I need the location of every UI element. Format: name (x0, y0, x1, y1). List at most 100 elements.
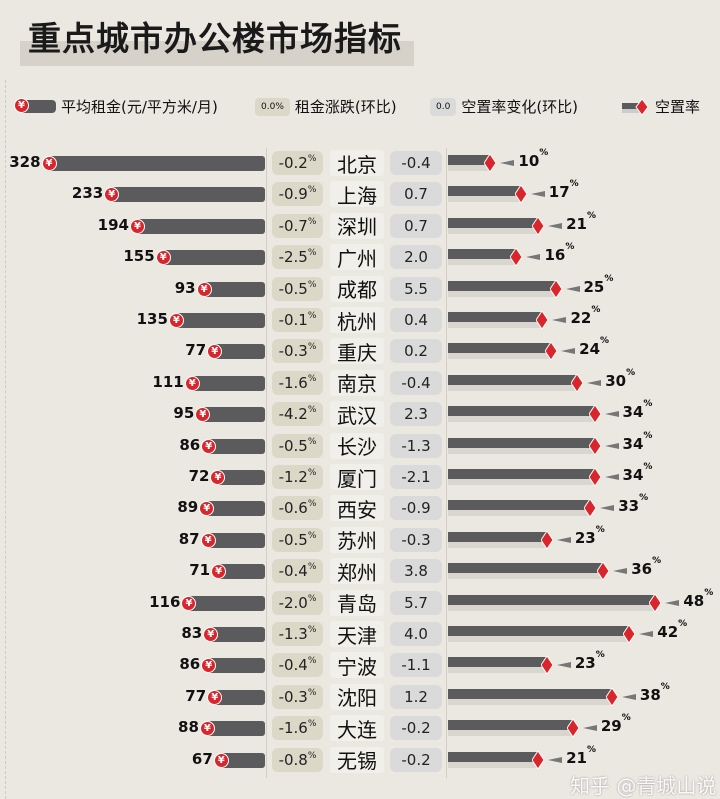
vacancy-change-value: 5.7 (390, 590, 442, 615)
rent-change-value: -0.5 (278, 279, 308, 298)
yen-icon: ¥ (201, 658, 217, 674)
table-row: 71 ¥ -0.4% 郑州 3.8 36% (0, 556, 720, 585)
city-label: 宁波 (330, 652, 384, 679)
city-label: 天津 (330, 621, 384, 648)
percent-sign: % (600, 336, 610, 347)
city-label: 沈阳 (330, 683, 384, 710)
vacancy-bar (448, 594, 656, 605)
vacancy-number: 23 (574, 528, 596, 547)
rent-bar: ¥ (195, 407, 265, 423)
table-row: 328 ¥ -0.2% 北京 -0.4 10% (0, 148, 720, 177)
percent-sign: % (307, 154, 317, 164)
rent-value: 72 (188, 467, 210, 485)
percent-sign: % (678, 619, 688, 629)
rent-value: 67 (191, 749, 213, 768)
city-label: 西安 (330, 495, 384, 522)
yen-icon: ¥ (199, 501, 215, 517)
vacancy-value: 34% (623, 399, 653, 421)
vacancy-value: 34% (623, 431, 653, 453)
pointer-icon (500, 160, 515, 166)
rent-bar: ¥ (211, 564, 265, 580)
rent-change-pill: -0.4% (272, 559, 323, 584)
yen-icon: ¥ (203, 627, 219, 642)
percent-sign: % (587, 210, 597, 221)
vacancy-diamond-icon (588, 468, 601, 486)
rent-value: 71 (189, 561, 211, 580)
vacancy-value: 42% (657, 619, 687, 641)
percent-sign: % (704, 587, 714, 598)
rent-value: 89 (177, 498, 199, 517)
vacancy-bar-shadow (448, 447, 595, 454)
rent-value: 95 (173, 404, 195, 423)
percent-sign: % (569, 179, 579, 190)
vacancy-number: 22 (570, 309, 592, 327)
vacancy-bar-shadow (448, 698, 612, 705)
vacancy-diamond-icon (532, 750, 545, 769)
pointer-icon (556, 662, 571, 669)
rent-change-pill: -0.8% (272, 747, 323, 772)
vacancy-change-value: -0.2 (390, 747, 442, 772)
yen-icon: ¥ (168, 313, 184, 328)
vacancy-number: 21 (566, 214, 587, 233)
rent-change-pill: -0.5% (272, 433, 323, 458)
pointer-icon (587, 379, 602, 386)
percent-sign: % (591, 305, 601, 315)
pointer-icon (526, 254, 541, 261)
vacancy-bar-shadow (448, 636, 630, 642)
table-row: 77 ¥ -0.3% 沈阳 1.2 38% (0, 682, 720, 711)
divider (266, 148, 267, 778)
vacancy-diamond-icon (536, 311, 549, 329)
vacancy-number: 29 (600, 717, 622, 736)
yen-icon: ¥ (213, 752, 229, 768)
vacancy-change-value: 3.8 (390, 559, 442, 584)
yen-icon: ¥ (14, 98, 29, 113)
city-label: 青岛 (330, 589, 384, 616)
percent-sign: % (639, 493, 649, 504)
percent-sign: % (307, 468, 317, 478)
percent-sign: % (587, 744, 597, 755)
rent-bar: ¥ (155, 250, 265, 266)
vacancy-bar-shadow (448, 416, 595, 423)
table-row: 67 ¥ -0.8% 无锡 -0.2 21% (0, 744, 720, 774)
yen-icon: ¥ (195, 407, 211, 423)
city-label: 无锡 (330, 746, 384, 773)
yen-icon: ¥ (210, 470, 226, 485)
rent-change-value: -0.4 (278, 562, 308, 581)
rent-change-pill: -4.2% (272, 402, 323, 427)
pointer-icon (621, 693, 636, 700)
rent-value: 83 (181, 624, 203, 642)
vacancy-bar (448, 469, 595, 479)
vacancy-diamond-icon (597, 562, 610, 581)
vacancy-bar (448, 217, 539, 228)
rent-change-value: -1.6 (278, 719, 308, 738)
vacancy-change-value: 1.2 (390, 684, 442, 709)
vacancy-bar (448, 249, 517, 260)
percent-sign: % (307, 216, 317, 227)
rent-bar: ¥ (213, 752, 265, 768)
city-label: 杭州 (330, 307, 384, 334)
city-label: 成都 (330, 275, 384, 302)
table-row: 233 ¥ -0.9% 上海 0.7 17% (0, 179, 720, 208)
vacancy-change-value: -0.3 (390, 527, 442, 552)
rent-value: 194 (97, 215, 129, 234)
percent-sign: % (643, 430, 653, 441)
vacancy-diamond-icon (588, 405, 601, 424)
vacancy-change-value: -0.4 (390, 370, 442, 395)
vacancy-number: 21 (566, 748, 587, 767)
percent-sign: % (307, 625, 317, 635)
city-label: 重庆 (330, 338, 384, 365)
rent-change-pill: -0.9% (272, 182, 323, 207)
divider (446, 148, 447, 778)
percent-sign: % (643, 462, 653, 472)
vacancy-number: 48 (683, 591, 705, 610)
table-row: 116 ¥ -2.0% 青岛 5.7 48% (0, 587, 720, 617)
table-row: 77 ¥ -0.3% 重庆 0.2 24% (0, 336, 720, 365)
vacancy-value: 17% (549, 179, 579, 201)
rent-bar: ¥ (199, 501, 265, 517)
vacancy-bar (448, 312, 543, 322)
yen-icon: ¥ (155, 250, 171, 266)
legend-vacancy-diamond-icon (622, 97, 649, 116)
vacancy-number: 42 (657, 623, 679, 641)
rent-change-pill: -0.3% (272, 684, 323, 709)
vacancy-number: 34 (622, 466, 644, 484)
